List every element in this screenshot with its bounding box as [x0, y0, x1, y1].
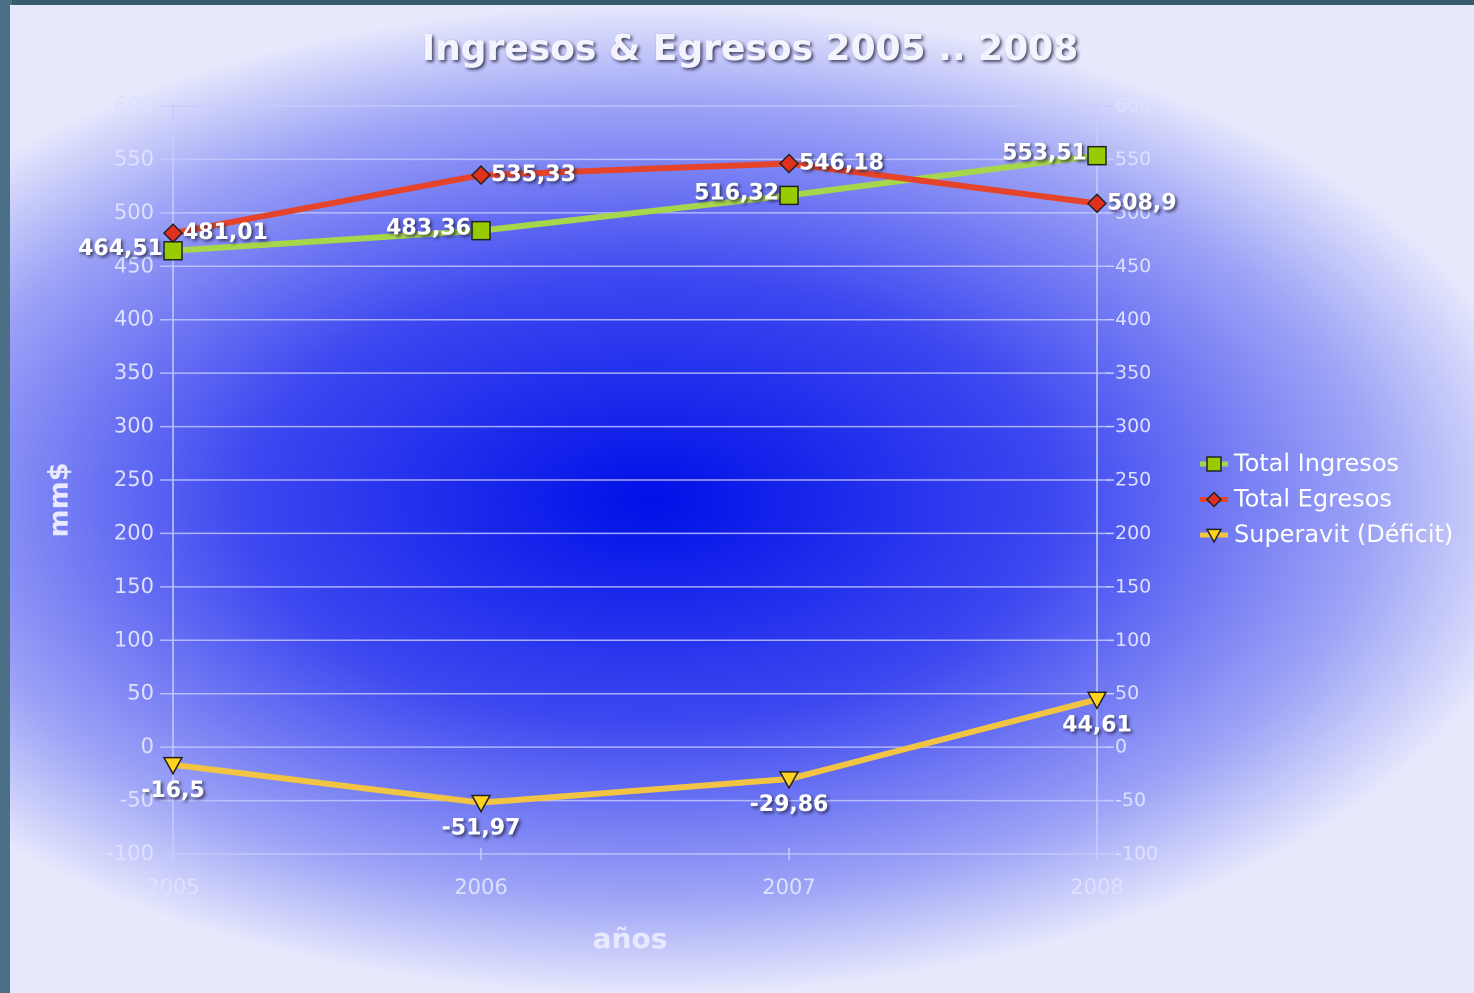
marker	[162, 756, 184, 776]
series-line	[172, 696, 1098, 806]
chart-title: Ingresos & Egresos 2005 .. 2008	[422, 28, 1078, 69]
y-tick-label: 100	[114, 627, 154, 651]
y-axis-title: mm$	[44, 462, 75, 537]
y2-tick-label: 500	[1115, 201, 1151, 223]
data-label: 481,01	[183, 220, 268, 245]
data-label: -51,97	[442, 816, 521, 841]
y-tick-label: 50	[127, 681, 154, 705]
y-tick-label: 300	[114, 414, 154, 438]
legend-label: Superavit (Déficit)	[1234, 520, 1453, 548]
y2-tick-label: 350	[1115, 362, 1151, 384]
y2-tick-label: -50	[1115, 789, 1146, 811]
data-label: -29,86	[750, 792, 829, 817]
y-tick-label: -100	[106, 841, 154, 865]
y-tick-label: 350	[114, 360, 154, 384]
x-tick-label: 2008	[1070, 875, 1123, 899]
y-tick-label: 550	[114, 146, 154, 170]
y2-tick-label: 200	[1115, 522, 1151, 544]
marker	[471, 220, 491, 241]
y2-tick-label: 50	[1115, 682, 1139, 704]
data-label: -16,5	[141, 778, 204, 803]
data-label: 535,33	[491, 162, 576, 187]
y2-tick-label: 300	[1115, 415, 1151, 437]
legend-label: Total Egresos	[1233, 485, 1392, 513]
y2-tick-label: -100	[1115, 843, 1158, 865]
marker	[1086, 691, 1108, 711]
data-label: 553,51	[1002, 141, 1087, 166]
y2-tick-label: 100	[1115, 629, 1151, 651]
marker	[1205, 528, 1223, 544]
marker	[778, 153, 800, 174]
y-tick-label: 200	[114, 520, 154, 544]
y-tick-label: 450	[114, 253, 154, 277]
y2-tick-label: 250	[1115, 469, 1151, 491]
y-tick-label: 250	[114, 467, 154, 491]
y-tick-label: 150	[114, 574, 154, 598]
chart-background	[10, 5, 1474, 993]
y-tick-label: 500	[114, 200, 154, 224]
x-tick-label: 2005	[146, 875, 199, 899]
x-axis-title: años	[593, 922, 668, 955]
marker	[1086, 193, 1108, 214]
x-tick-label: 2007	[762, 875, 815, 899]
data-label: 44,61	[1062, 712, 1132, 737]
series-line	[172, 160, 1098, 237]
data-label: 483,36	[386, 216, 471, 241]
marker	[778, 771, 800, 790]
y2-tick-label: 150	[1115, 575, 1151, 597]
marker	[1206, 456, 1222, 472]
y-tick-label: 0	[141, 734, 154, 758]
data-label: 516,32	[694, 180, 779, 205]
marker	[163, 241, 183, 261]
x-tick-label: 2006	[454, 875, 507, 899]
marker	[162, 223, 184, 244]
data-label: 464,51	[78, 236, 163, 261]
legend-label: Total Ingresos	[1233, 449, 1399, 477]
y2-tick-label: 550	[1115, 148, 1151, 170]
y2-tick-label: 400	[1115, 308, 1151, 330]
marker	[779, 185, 799, 206]
marker	[1087, 145, 1107, 166]
y2-tick-label: 0	[1115, 736, 1127, 758]
series-line	[172, 152, 1098, 254]
y-tick-label: 600	[114, 93, 154, 117]
marker	[1205, 491, 1223, 508]
y2-tick-label: 450	[1115, 255, 1151, 277]
marker	[470, 794, 492, 814]
y2-tick-label: 600	[1115, 95, 1151, 117]
y-tick-label: 400	[114, 307, 154, 331]
photo-edge	[0, 0, 12, 993]
data-label: 508,9	[1107, 190, 1177, 215]
data-label: 546,18	[799, 151, 884, 176]
marker	[470, 165, 492, 186]
y-tick-label: -50	[120, 788, 154, 812]
